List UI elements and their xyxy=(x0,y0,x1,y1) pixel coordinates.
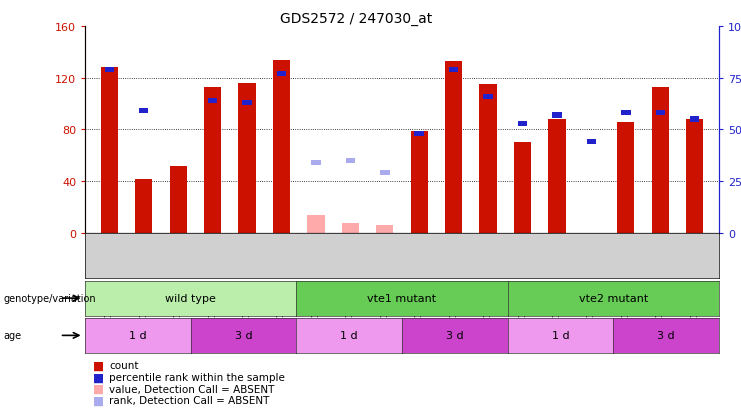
Bar xyxy=(345,159,355,164)
Bar xyxy=(548,120,565,233)
Bar xyxy=(342,223,359,233)
Text: ■: ■ xyxy=(93,370,104,384)
Bar xyxy=(690,117,700,122)
Text: percentile rank within the sample: percentile rank within the sample xyxy=(109,372,285,382)
Bar xyxy=(139,109,148,114)
Text: 1 d: 1 d xyxy=(129,330,147,341)
Text: 3 d: 3 d xyxy=(446,330,464,341)
Bar xyxy=(273,60,290,233)
Bar xyxy=(552,113,562,118)
Bar xyxy=(208,99,217,104)
Bar xyxy=(376,225,393,233)
Text: wild type: wild type xyxy=(165,293,216,304)
Text: 3 d: 3 d xyxy=(657,330,675,341)
Bar xyxy=(686,120,703,233)
Bar xyxy=(170,166,187,233)
Text: vte2 mutant: vte2 mutant xyxy=(579,293,648,304)
Bar xyxy=(617,122,634,233)
Text: rank, Detection Call = ABSENT: rank, Detection Call = ABSENT xyxy=(109,395,269,405)
Bar xyxy=(135,179,153,233)
Bar xyxy=(308,215,325,233)
Bar xyxy=(311,161,321,166)
Text: ■: ■ xyxy=(93,382,104,395)
Bar xyxy=(239,83,256,233)
Bar xyxy=(651,88,669,233)
Text: value, Detection Call = ABSENT: value, Detection Call = ABSENT xyxy=(109,384,274,394)
Text: ■: ■ xyxy=(93,359,104,372)
Bar xyxy=(104,68,114,73)
Text: 1 d: 1 d xyxy=(551,330,569,341)
Text: GDS2572 / 247030_at: GDS2572 / 247030_at xyxy=(279,12,432,26)
Bar xyxy=(204,88,222,233)
Text: age: age xyxy=(4,330,21,341)
Bar xyxy=(479,85,496,233)
Bar xyxy=(380,171,390,176)
Text: genotype/variation: genotype/variation xyxy=(4,293,96,304)
Bar xyxy=(483,95,493,100)
Bar xyxy=(101,68,118,233)
Bar xyxy=(276,72,286,77)
Text: 3 d: 3 d xyxy=(235,330,253,341)
Bar xyxy=(621,111,631,116)
Bar xyxy=(242,101,252,106)
Text: vte1 mutant: vte1 mutant xyxy=(368,293,436,304)
Bar xyxy=(414,132,424,137)
Bar xyxy=(449,68,459,73)
Text: ■: ■ xyxy=(93,394,104,407)
Text: count: count xyxy=(109,361,139,370)
Text: 1 d: 1 d xyxy=(340,330,358,341)
Bar xyxy=(587,140,596,145)
Bar xyxy=(518,121,528,126)
Bar xyxy=(411,131,428,233)
Bar xyxy=(445,62,462,233)
Bar xyxy=(514,143,531,233)
Bar xyxy=(656,111,665,116)
